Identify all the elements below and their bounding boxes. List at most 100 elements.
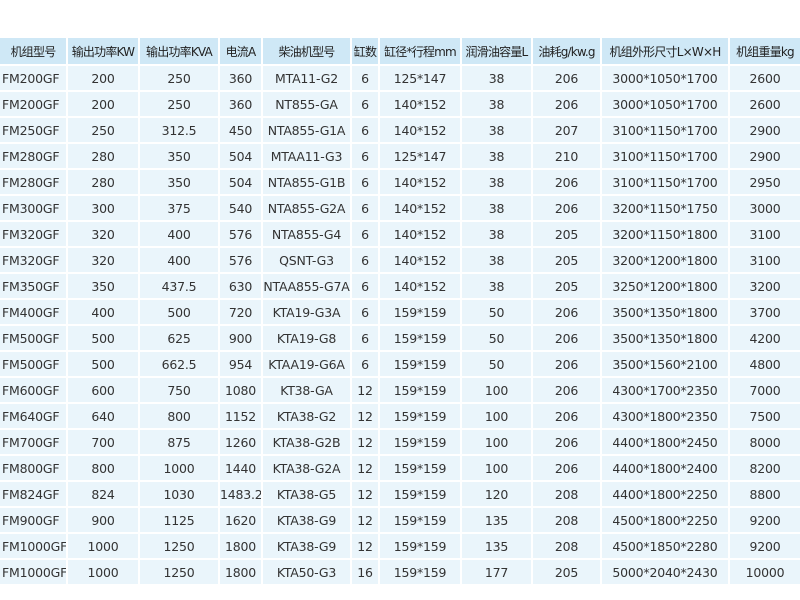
table-cell: 100: [462, 378, 531, 402]
table-cell: KT38-GA: [263, 378, 350, 402]
table-cell: 6: [352, 274, 378, 298]
table-cell: FM300GF: [0, 196, 66, 220]
table-cell: 12: [352, 378, 378, 402]
table-cell: 3100*1150*1700: [602, 170, 728, 194]
table-cell: 159*159: [380, 404, 460, 428]
table-cell: 208: [533, 482, 600, 506]
header-cell: 润滑油容量L: [462, 38, 531, 64]
table-cell: 140*152: [380, 274, 460, 298]
table-cell: 6: [352, 222, 378, 246]
table-cell: 100: [462, 456, 531, 480]
table-cell: 504: [220, 170, 261, 194]
table-cell: 140*152: [380, 118, 460, 142]
table-cell: 3100: [730, 248, 800, 272]
table-cell: NT855-GA: [263, 92, 350, 116]
table-cell: 208: [533, 534, 600, 558]
table-cell: 875: [140, 430, 218, 454]
table-cell: 320: [68, 248, 138, 272]
table-cell: 630: [220, 274, 261, 298]
table-cell: 5000*2040*2430: [602, 560, 728, 584]
table-cell: 206: [533, 66, 600, 90]
table-cell: 500: [68, 352, 138, 376]
table-cell: 4400*1800*2400: [602, 456, 728, 480]
table-row: FM600GF 600 750 1080 KT38-GA 12 159*159 100 206 4…: [0, 378, 800, 402]
table-row: FM500GF 500 662.5 954 KTAA19-G6A 6 159*159 50 20…: [0, 352, 800, 376]
table-body: FM200GF 200 250 360 MTA11-G2 6 125*147 38 206 300…: [0, 66, 800, 584]
table-cell: MTA11-G2: [263, 66, 350, 90]
table-cell: 3000*1050*1700: [602, 92, 728, 116]
table-cell: FM250GF: [0, 118, 66, 142]
table-cell: 206: [533, 430, 600, 454]
header-cell: 输出功率KVA: [140, 38, 218, 64]
table-cell: 350: [68, 274, 138, 298]
table-cell: 206: [533, 378, 600, 402]
table-cell: 6: [352, 66, 378, 90]
table-cell: FM350GF: [0, 274, 66, 298]
table-cell: 100: [462, 430, 531, 454]
table-cell: 9200: [730, 508, 800, 532]
table-cell: 1483.2: [220, 482, 261, 506]
table-cell: 2950: [730, 170, 800, 194]
table-row: FM280GF 280 350 504 NTA855-G1B 6 140*152 38 206 3…: [0, 170, 800, 194]
table-cell: 1125: [140, 508, 218, 532]
table-cell: NTAA855-G7A: [263, 274, 350, 298]
table-cell: 625: [140, 326, 218, 350]
header-cell: 柴油机型号: [263, 38, 350, 64]
header-cell: 缸径*行程mm: [380, 38, 460, 64]
table-cell: 140*152: [380, 222, 460, 246]
table-cell: 159*159: [380, 326, 460, 350]
table-cell: 2900: [730, 144, 800, 168]
table-row: FM350GF 350 437.5 630 NTAA855-G7A 6 140*152 38 2…: [0, 274, 800, 298]
table-cell: FM640GF: [0, 404, 66, 428]
table-cell: 576: [220, 248, 261, 272]
table-cell: 100: [462, 404, 531, 428]
table-cell: MTAA11-G3: [263, 144, 350, 168]
table-cell: 280: [68, 170, 138, 194]
table-cell: 159*159: [380, 378, 460, 402]
table-row: FM800GF 800 1000 1440 KTA38-G2A 12 159*159 100 2…: [0, 456, 800, 480]
table-cell: 3200*1150*1750: [602, 196, 728, 220]
table-cell: FM1000GF: [0, 534, 66, 558]
table-cell: 700: [68, 430, 138, 454]
table-cell: 1000: [68, 534, 138, 558]
table-cell: 3100*1150*1700: [602, 144, 728, 168]
header-row: 机组型号 输出功率KW 输出功率KVA 电流A 柴油机型号 缸数 缸径*行程mm 润滑油容量L…: [0, 38, 800, 64]
table-cell: 3100: [730, 222, 800, 246]
table-cell: 3000*1050*1700: [602, 66, 728, 90]
table-cell: KTA38-G5: [263, 482, 350, 506]
table-cell: 6: [352, 170, 378, 194]
table-cell: 1250: [140, 560, 218, 584]
table-cell: 8800: [730, 482, 800, 506]
table-row: FM824GF 824 1030 1483.2 KTA38-G5 12 159*159 120…: [0, 482, 800, 506]
table-cell: KTA19-G8: [263, 326, 350, 350]
table-cell: 1800: [220, 560, 261, 584]
table-cell: 3200*1200*1800: [602, 248, 728, 272]
table-cell: 38: [462, 248, 531, 272]
header-cell: 油耗g/kw.g: [533, 38, 600, 64]
table-cell: 1030: [140, 482, 218, 506]
header-cell: 输出功率KW: [68, 38, 138, 64]
table-cell: 38: [462, 196, 531, 220]
table-cell: 750: [140, 378, 218, 402]
table-cell: KTA38-G9: [263, 534, 350, 558]
table-cell: 640: [68, 404, 138, 428]
table-cell: 210: [533, 144, 600, 168]
table-cell: 207: [533, 118, 600, 142]
table-cell: 4500*1800*2250: [602, 508, 728, 532]
table-cell: 206: [533, 326, 600, 350]
table-cell: 10000: [730, 560, 800, 584]
table-cell: 206: [533, 456, 600, 480]
table-cell: 824: [68, 482, 138, 506]
table-cell: QSNT-G3: [263, 248, 350, 272]
table-cell: 2600: [730, 92, 800, 116]
table-cell: 360: [220, 92, 261, 116]
table-cell: 125*147: [380, 144, 460, 168]
table-cell: 38: [462, 222, 531, 246]
table-cell: 120: [462, 482, 531, 506]
header-cell: 缸数: [352, 38, 378, 64]
table-cell: 16: [352, 560, 378, 584]
table-cell: KTA50-G3: [263, 560, 350, 584]
table-cell: FM500GF: [0, 352, 66, 376]
header-cell: 机组重量kg: [730, 38, 800, 64]
table-cell: 3500*1350*1800: [602, 300, 728, 324]
